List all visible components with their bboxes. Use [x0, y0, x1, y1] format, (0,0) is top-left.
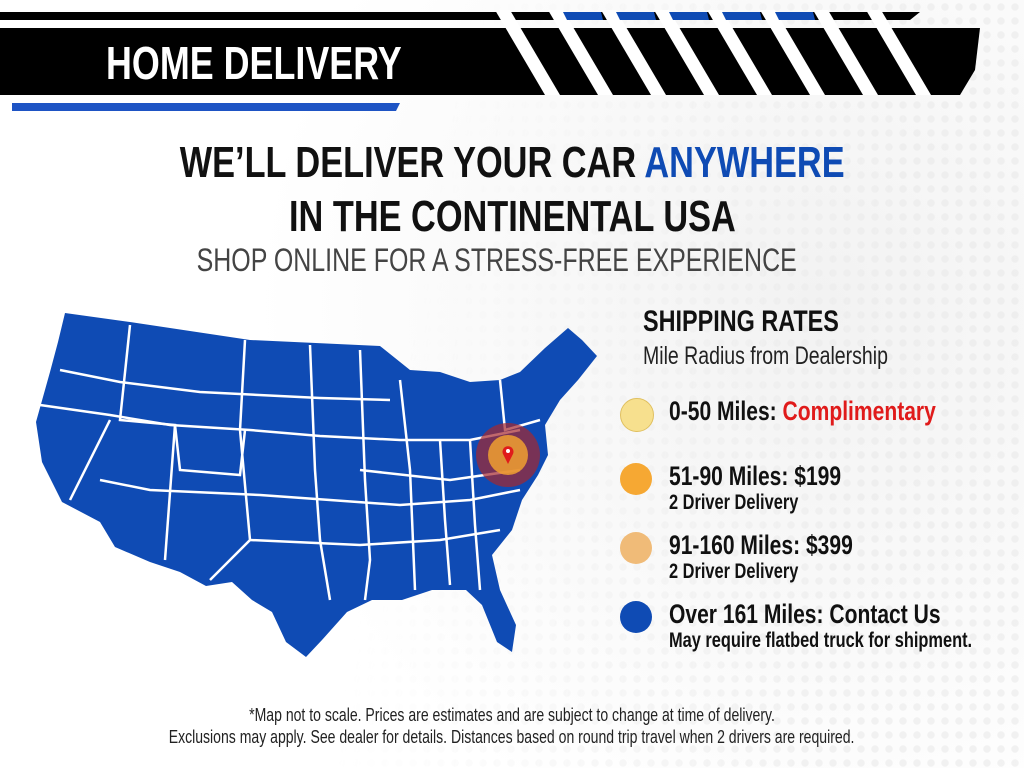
- rate-label-text: 51-90 Miles: $199: [669, 461, 842, 491]
- disclaimer: *Map not to scale. Prices are estimates …: [0, 704, 1024, 748]
- rate-note: May require flatbed truck for shipment.: [669, 629, 1024, 653]
- rate-label: 51-90 Miles: $199: [669, 461, 890, 492]
- rate-price: Complimentary: [782, 396, 936, 426]
- shipping-rates-subtitle-text: Mile Radius from Dealership: [643, 342, 888, 370]
- rate-dot-yellow-icon: [620, 398, 654, 432]
- tagline-text: SHOP ONLINE FOR A STRESS-FREE EXPERIENCE: [196, 242, 798, 278]
- shipping-rates-title: SHIPPING RATES: [643, 305, 894, 339]
- dealership-pin-icon: [502, 446, 514, 464]
- banner-title-text: HOME DELIVERY: [106, 37, 402, 89]
- rate-label-text: Over 161 Miles: Contact Us: [669, 599, 941, 629]
- shipping-rates-subtitle: Mile Radius from Dealership: [643, 342, 957, 371]
- rate-label: 0-50 Miles: Complimentary: [669, 396, 1011, 427]
- banner-title: HOME DELIVERY: [106, 36, 485, 90]
- state-borders: [39, 324, 541, 601]
- rate-note: 2 Driver Delivery: [669, 491, 835, 515]
- headline-prefix: WE’LL DELIVER YOUR CAR: [179, 138, 645, 187]
- tagline: SHOP ONLINE FOR A STRESS-FREE EXPERIENCE: [0, 242, 1009, 279]
- header-banner: [0, 10, 980, 111]
- rate-dot-peach-icon: [620, 532, 652, 564]
- rate-note-text: May require flatbed truck for shipment.: [669, 629, 973, 652]
- headline-line-1: WE’LL DELIVER YOUR CAR ANYWHERE: [0, 138, 1024, 188]
- headline-accent: ANYWHERE: [644, 138, 845, 187]
- rate-note: 2 Driver Delivery: [669, 560, 835, 584]
- disclaimer-line-1: *Map not to scale. Prices are estimates …: [0, 704, 1024, 726]
- rate-range: 0-50 Miles:: [669, 396, 783, 426]
- disclaimer-line-2: Exclusions may apply. See dealer for det…: [0, 726, 1024, 748]
- rate-label: 91-160 Miles: $399: [669, 530, 905, 561]
- headline-line-2: IN THE CONTINENTAL USA: [0, 192, 1024, 242]
- rate-dot-orange-icon: [620, 463, 652, 495]
- us-map: [36, 313, 597, 657]
- headline-line-2-text: IN THE CONTINENTAL USA: [288, 192, 736, 241]
- disclaimer-line-2-text: Exclusions may apply. See dealer for det…: [169, 727, 855, 747]
- rate-label-text: 91-160 Miles: $399: [669, 530, 853, 560]
- shipping-rates-title-text: SHIPPING RATES: [643, 305, 839, 338]
- disclaimer-line-1-text: *Map not to scale. Prices are estimates …: [249, 705, 775, 725]
- rate-dot-blue-icon: [620, 601, 652, 633]
- rate-note-text: 2 Driver Delivery: [669, 491, 799, 514]
- rate-label: Over 161 Miles: Contact Us: [669, 599, 1017, 630]
- rate-note-text: 2 Driver Delivery: [669, 560, 799, 583]
